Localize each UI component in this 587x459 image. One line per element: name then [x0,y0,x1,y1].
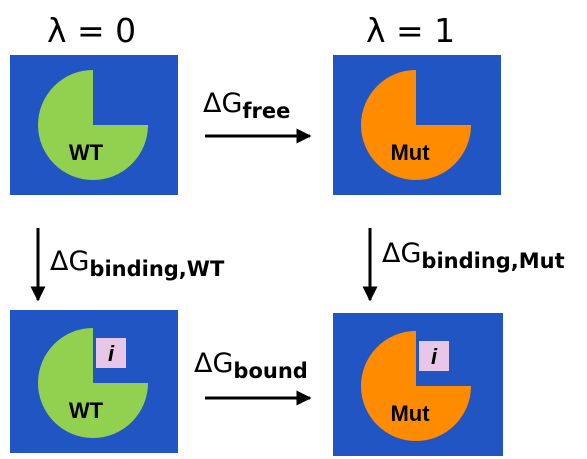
text-part: binding,WT [89,257,225,281]
text-part: ΔG [203,88,242,119]
delta-g-label: ΔGbound [194,348,308,383]
text-part: ΔG [50,246,89,277]
protein-label: WT [69,140,104,165]
protein-label: Mut [390,140,430,165]
lambda-label: λ = 1 [366,11,455,50]
inhibitor-label: i [431,344,438,369]
protein-label: Mut [390,401,430,426]
delta-g-label: ΔGbinding,Mut [382,238,565,273]
inhibitor-label: i [108,341,115,366]
text-part: binding,Mut [421,249,564,273]
text-part: bound [233,359,307,383]
delta-g-label: ΔGbinding,WT [50,246,225,281]
protein-label: WT [69,398,104,423]
diagram: λ = 0 λ = 1 i i WT Mut WT Mut ΔGfree ΔGb… [0,0,587,459]
lambda-label: λ = 0 [47,11,136,50]
text-part: free [242,99,290,123]
text-part: ΔG [382,238,421,269]
text-part: ΔG [194,348,233,379]
delta-g-label: ΔGfree [203,88,290,123]
